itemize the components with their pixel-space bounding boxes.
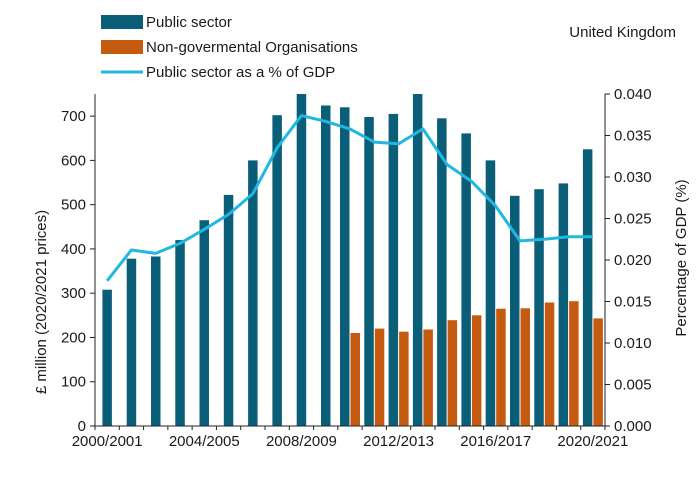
legend-label-public-sector: Public sector [146,14,232,31]
y-tick-label-left: 700 [61,108,86,125]
bar-public-sector [199,220,209,426]
x-tick-label: 2000/2001 [72,433,143,450]
bar-public-sector [321,105,331,426]
bar-public-sector [364,117,374,426]
bar-public-sector [558,183,569,426]
y-tick-label-left: 400 [61,241,86,258]
y-axis-title-right: Percentage of GDP (%) [673,179,690,336]
bar-ngo [471,315,482,426]
bar-public-sector [340,107,350,427]
bar-public-sector [272,115,282,426]
bar-public-sector [151,256,161,426]
bar-public-sector [534,189,544,426]
y-axis-title-left: £ million (2020/2021 prices) [33,210,50,394]
bars-layer [102,94,603,427]
bar-public-sector [223,194,234,426]
x-tick-label: 2012/2013 [363,433,434,450]
y-tick-label-left: 0 [78,418,86,435]
x-tick-label: 2016/2017 [460,433,531,450]
bar-public-sector [461,133,471,426]
bar-ngo [520,308,530,426]
bar-public-sector [296,94,307,426]
y-tick-label-left: 500 [61,197,86,214]
y-tick-label-right: 0.020 [614,252,652,269]
bar-ngo [350,333,360,426]
chart-subtitle: United Kingdom [569,24,676,41]
bar-ngo [374,328,385,426]
y-tick-label-left: 300 [61,285,86,302]
line-gdp-percentage [105,114,593,282]
bar-public-sector [412,94,423,426]
legend-label-gdp-line: Public sector as a % of GDP [146,64,335,81]
y-tick-label-left: 600 [61,152,86,169]
y-tick-label-left: 100 [61,374,86,391]
bar-ngo [447,320,458,426]
bar-ngo [423,329,433,426]
x-tick-label: 2008/2009 [266,433,337,450]
bar-ngo [544,302,555,426]
bar-public-sector [102,289,112,426]
y-tick-label-right: 0.010 [614,335,652,352]
bar-public-sector [175,240,185,426]
bar-public-sector [510,195,520,426]
line-layer [105,114,593,282]
y-tick-label-right: 0.005 [614,377,652,394]
bar-ngo [593,318,603,426]
legend: Public sector Non-govermental Organisatio… [101,14,358,81]
y-tick-label-right: 0.025 [614,211,652,228]
axes-layer: 0 100 200 300 400 500 600 700 0.000 0.005 0.010 0.0… [61,86,652,450]
y-tick-label-right: 0.030 [614,169,652,186]
y-tick-label-left: 200 [61,329,86,346]
bar-public-sector [388,113,399,427]
bar-ngo [496,308,506,426]
bar-public-sector [437,118,447,427]
y-tick-label-right: 0.040 [614,86,652,103]
legend-label-ngo: Non-govermental Organisations [146,39,358,56]
y-tick-label-right: 0.015 [614,294,652,311]
bar-public-sector [248,160,258,426]
y-tick-label-right: 0.000 [614,418,652,435]
x-tick-label: 2004/2005 [169,433,240,450]
legend-swatch-public-sector [101,15,143,29]
bar-public-sector [126,258,137,426]
legend-swatch-ngo [101,40,143,54]
bar-ngo [399,331,409,426]
bar-public-sector [582,149,593,427]
bar-public-sector [485,160,496,426]
x-tick-label: 2020/2021 [557,433,628,450]
bar-ngo [569,301,579,426]
y-tick-label-right: 0.035 [614,128,652,145]
